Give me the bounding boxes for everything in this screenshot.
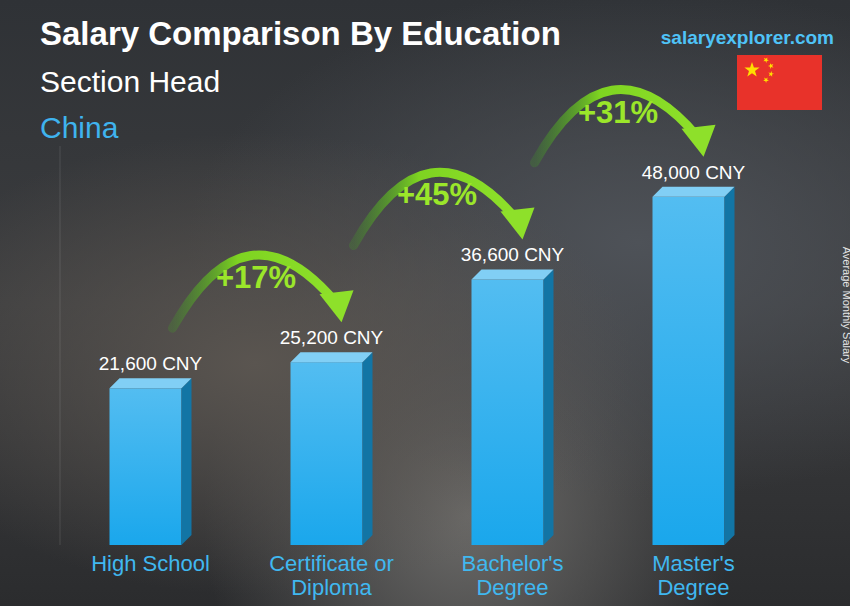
growth-arc	[173, 255, 354, 328]
x-tick-line: Diploma	[291, 575, 372, 600]
data-label: 36,600 CNY	[461, 244, 565, 265]
subtitle: Section Head	[40, 65, 220, 98]
title: Salary Comparison By Education	[40, 15, 561, 52]
chart: Salary Comparison By Education Section He…	[0, 0, 850, 606]
flag	[737, 55, 822, 110]
chart-background: Salary Comparison By Education Section He…	[0, 0, 850, 606]
flag-star	[768, 71, 774, 77]
bar-side	[725, 187, 735, 545]
x-tick-line: Bachelor's	[461, 551, 563, 576]
flag-star	[744, 62, 759, 77]
annotation: +17%	[216, 260, 296, 295]
bar-front	[291, 362, 363, 545]
bar-front	[653, 197, 725, 545]
bar-side	[363, 352, 373, 545]
growth-arc	[535, 90, 716, 163]
region: China	[40, 111, 119, 144]
bar-top	[472, 269, 554, 279]
x-tick-line: Degree	[476, 575, 548, 600]
annotation: +45%	[397, 177, 477, 212]
x-tick-line: Master's	[652, 551, 734, 576]
annotation: +31%	[578, 95, 658, 130]
bar	[653, 187, 735, 545]
y-axis-label: Average Monthly Salary	[841, 247, 850, 364]
data-label: 21,600 CNY	[99, 353, 203, 374]
arc-arrowhead	[501, 207, 535, 239]
flag-star	[763, 78, 769, 84]
flag-field	[737, 55, 822, 110]
data-label: 48,000 CNY	[642, 162, 746, 183]
flag-star	[763, 57, 769, 63]
bar	[472, 269, 554, 545]
plot-area	[110, 187, 735, 545]
flag-star	[768, 63, 774, 69]
x-tick-line: High School	[91, 551, 210, 576]
bar-top	[653, 187, 735, 197]
bar-front	[110, 388, 182, 545]
arc-arrowhead	[320, 290, 354, 322]
x-tick-line: Degree	[657, 575, 729, 600]
bar	[110, 378, 192, 545]
x-tick-label: Bachelor'sDegree	[461, 551, 563, 600]
arc	[354, 172, 517, 245]
data-label: 25,200 CNY	[280, 327, 384, 348]
arc	[173, 255, 336, 328]
bar-side	[544, 269, 554, 545]
arc-arrowhead	[682, 125, 716, 157]
bar-top	[110, 378, 192, 388]
growth-arc	[354, 172, 535, 245]
x-tick-label: Certificate orDiploma	[269, 551, 394, 600]
arc	[535, 90, 698, 163]
bar	[291, 352, 373, 545]
x-tick-label: Master'sDegree	[652, 551, 734, 600]
y-axis-line	[60, 146, 61, 545]
bar-side	[182, 378, 192, 545]
source: salaryexplorer.com	[661, 27, 834, 48]
bar-front	[472, 279, 544, 545]
x-tick-line: Certificate or	[269, 551, 394, 576]
bar-top	[291, 352, 373, 362]
x-tick-label: High School	[91, 551, 210, 576]
